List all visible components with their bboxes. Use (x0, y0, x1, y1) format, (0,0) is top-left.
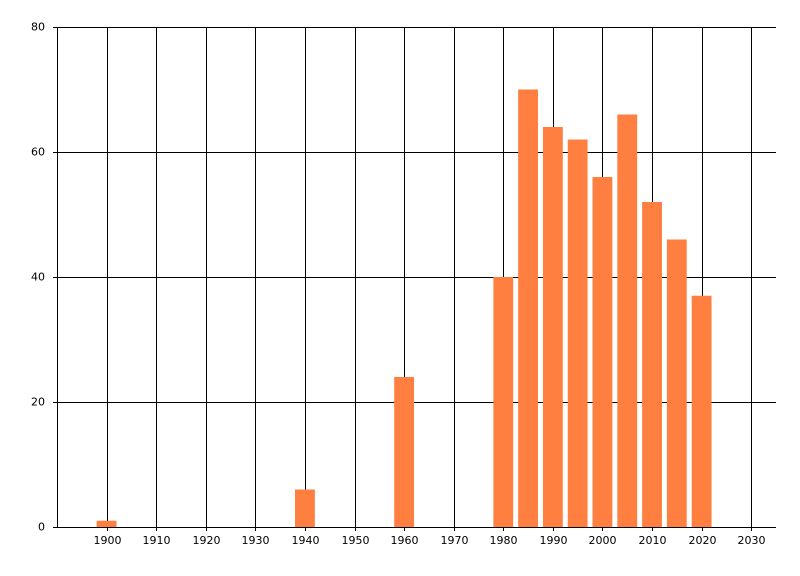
bar (394, 377, 415, 527)
y-tick-label: 0 (38, 521, 45, 534)
x-tick-label: 1990 (540, 534, 568, 547)
bar (518, 89, 538, 527)
y-tick-label: 60 (31, 146, 45, 159)
bar (617, 114, 638, 527)
x-tick-label: 1900 (94, 534, 122, 547)
x-tick-label: 1980 (490, 534, 518, 547)
bar (567, 139, 588, 527)
x-tick-label: 1930 (242, 534, 270, 547)
bar (592, 177, 613, 527)
x-tick-label: 1970 (441, 534, 469, 547)
x-tick-label: 1960 (391, 534, 419, 547)
bar (96, 520, 117, 527)
bar (691, 295, 712, 527)
bar (493, 277, 514, 527)
x-tick-label: 2020 (689, 534, 717, 547)
bar (542, 127, 563, 527)
x-tick-label: 1920 (193, 534, 221, 547)
x-tick-label: 2000 (589, 534, 617, 547)
bar (666, 239, 687, 527)
x-tick-label: 2010 (639, 534, 667, 547)
x-tick-label: 1950 (342, 534, 370, 547)
y-tick-label: 80 (31, 21, 45, 34)
y-tick-label: 40 (31, 271, 45, 284)
x-tick-label: 2030 (738, 534, 766, 547)
bar (642, 202, 662, 527)
bar (295, 489, 315, 527)
y-tick-label: 20 (31, 396, 45, 409)
x-tick-label: 1910 (143, 534, 171, 547)
x-tick-label: 1940 (292, 534, 320, 547)
